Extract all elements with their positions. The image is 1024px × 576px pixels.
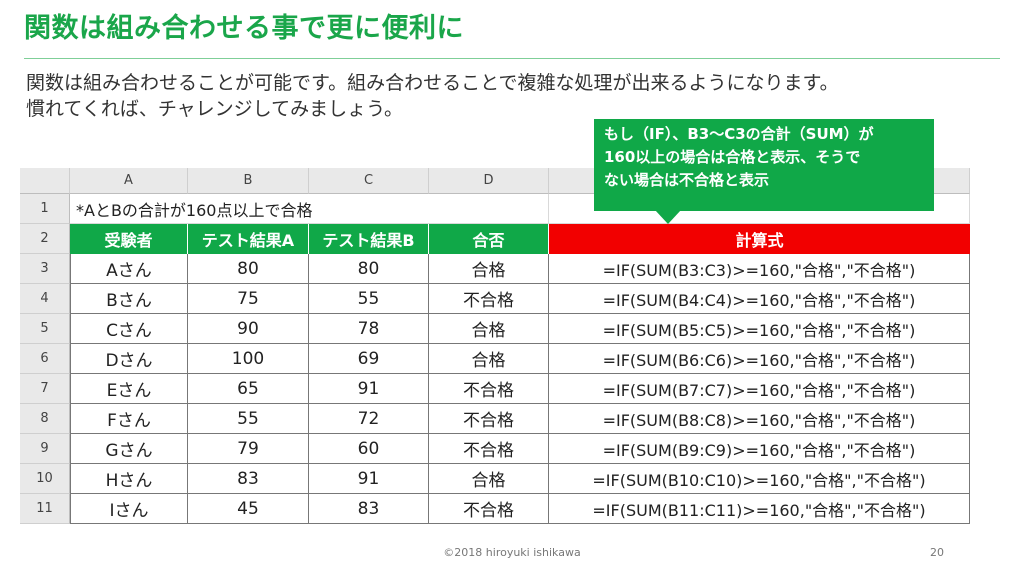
description-line-1: 関数は組み合わせることが可能です。組み合わせることで複雑な処理が出来るようになり… — [26, 72, 839, 94]
callout-line-2: 160以上の場合は合格と表示、そうで — [604, 148, 861, 166]
table-cell-formula[interactable]: =IF(SUM(B10:C10)>=160,"合格","不合格") — [549, 464, 970, 494]
callout-line-3: ない場合は不合格と表示 — [604, 171, 770, 189]
copyright-footer: ©2018 hiroyuki ishikawa — [443, 546, 581, 559]
row-header-11[interactable]: 11 — [20, 494, 70, 524]
table-cell-formula[interactable]: =IF(SUM(B7:C7)>=160,"合格","不合格") — [549, 374, 970, 404]
table-cell-formula[interactable]: =IF(SUM(B3:C3)>=160,"合格","不合格") — [549, 254, 970, 284]
row-header-6[interactable]: 6 — [20, 344, 70, 374]
table-cell-test-a[interactable]: 65 — [188, 374, 309, 404]
table-cell-test-a[interactable]: 75 — [188, 284, 309, 314]
table-cell-formula[interactable]: =IF(SUM(B8:C8)>=160,"合格","不合格") — [549, 404, 970, 434]
row-header-1[interactable]: 1 — [20, 194, 70, 224]
formula-callout: もし（IF）、B3～C3の合計（SUM）が 160以上の場合は合格と表示、そうで… — [594, 119, 934, 211]
row-header-8[interactable]: 8 — [20, 404, 70, 434]
table-header-formula[interactable]: 計算式 — [549, 224, 970, 254]
table-cell-test-b[interactable]: 55 — [309, 284, 429, 314]
table-cell-result[interactable]: 不合格 — [429, 284, 549, 314]
description: 関数は組み合わせることが可能です。組み合わせることで複雑な処理が出来るようになり… — [26, 70, 839, 122]
table-cell-test-b[interactable]: 83 — [309, 494, 429, 524]
table-cell-examinee[interactable]: Dさん — [70, 344, 188, 374]
table-cell-test-a[interactable]: 100 — [188, 344, 309, 374]
row-header-2[interactable]: 2 — [20, 224, 70, 254]
row-header-7[interactable]: 7 — [20, 374, 70, 404]
table-cell-test-a[interactable]: 55 — [188, 404, 309, 434]
table-cell-test-b[interactable]: 91 — [309, 374, 429, 404]
title-divider — [24, 58, 1000, 59]
table-cell-test-b[interactable]: 91 — [309, 464, 429, 494]
page-number: 20 — [930, 546, 944, 559]
table-cell-examinee[interactable]: Eさん — [70, 374, 188, 404]
row-header-9[interactable]: 9 — [20, 434, 70, 464]
column-header-4[interactable]: D — [429, 168, 549, 194]
table-cell-result[interactable]: 不合格 — [429, 404, 549, 434]
row-header-3[interactable]: 3 — [20, 254, 70, 284]
row-header-5[interactable]: 5 — [20, 314, 70, 344]
column-header-3[interactable]: C — [309, 168, 429, 194]
table-cell-test-a[interactable]: 83 — [188, 464, 309, 494]
table-cell-formula[interactable]: =IF(SUM(B4:C4)>=160,"合格","不合格") — [549, 284, 970, 314]
table-cell-formula[interactable]: =IF(SUM(B5:C5)>=160,"合格","不合格") — [549, 314, 970, 344]
table-cell-result[interactable]: 不合格 — [429, 374, 549, 404]
table-cell-test-a[interactable]: 45 — [188, 494, 309, 524]
table-cell-result[interactable]: 不合格 — [429, 434, 549, 464]
column-header-1[interactable]: A — [70, 168, 188, 194]
table-cell-test-b[interactable]: 78 — [309, 314, 429, 344]
table-cell-test-b[interactable]: 80 — [309, 254, 429, 284]
table-cell-examinee[interactable]: Cさん — [70, 314, 188, 344]
table-cell-test-b[interactable]: 69 — [309, 344, 429, 374]
table-cell-formula[interactable]: =IF(SUM(B9:C9)>=160,"合格","不合格") — [549, 434, 970, 464]
select-all-corner[interactable] — [20, 168, 70, 194]
table-cell-result[interactable]: 合格 — [429, 254, 549, 284]
spreadsheet: A B C D 1 2 3 4 5 6 7 8 9 10 11 *AとBの合計が160点以上で合格 受験者 テスト… — [20, 162, 970, 524]
table-header-test-b[interactable]: テスト結果B — [309, 224, 429, 254]
table-cell-test-a[interactable]: 90 — [188, 314, 309, 344]
table-cell-examinee[interactable]: Aさん — [70, 254, 188, 284]
row-header-4[interactable]: 4 — [20, 284, 70, 314]
table-cell-examinee[interactable]: Bさん — [70, 284, 188, 314]
callout-pointer — [655, 210, 681, 224]
slide-title: 関数は組み合わせる事で更に便利に — [24, 13, 464, 44]
description-line-2: 慣れてくれば、チャレンジしてみましょう。 — [26, 98, 403, 120]
callout-line-1: もし（IF）、B3～C3の合計（SUM）が — [604, 125, 874, 143]
table-header-examinee[interactable]: 受験者 — [70, 224, 188, 254]
table-cell-formula[interactable]: =IF(SUM(B11:C11)>=160,"合格","不合格") — [549, 494, 970, 524]
table-cell-test-a[interactable]: 79 — [188, 434, 309, 464]
table-cell-examinee[interactable]: Hさん — [70, 464, 188, 494]
table-cell-result[interactable]: 不合格 — [429, 494, 549, 524]
table-cell-test-b[interactable]: 60 — [309, 434, 429, 464]
table-cell-result[interactable]: 合格 — [429, 344, 549, 374]
table-cell-examinee[interactable]: Gさん — [70, 434, 188, 464]
table-cell-result[interactable]: 合格 — [429, 464, 549, 494]
table-cell-examinee[interactable]: Fさん — [70, 404, 188, 434]
table-cell-test-a[interactable]: 80 — [188, 254, 309, 284]
note-cell[interactable]: *AとBの合計が160点以上で合格 — [70, 194, 549, 224]
empty-cell-e1[interactable] — [549, 194, 970, 224]
table-cell-examinee[interactable]: Iさん — [70, 494, 188, 524]
column-header-2[interactable]: B — [188, 168, 309, 194]
table-cell-result[interactable]: 合格 — [429, 314, 549, 344]
table-cell-test-b[interactable]: 72 — [309, 404, 429, 434]
table-cell-formula[interactable]: =IF(SUM(B6:C6)>=160,"合格","不合格") — [549, 344, 970, 374]
table-header-test-a[interactable]: テスト結果A — [188, 224, 309, 254]
row-header-10[interactable]: 10 — [20, 464, 70, 494]
table-header-result[interactable]: 合否 — [429, 224, 549, 254]
